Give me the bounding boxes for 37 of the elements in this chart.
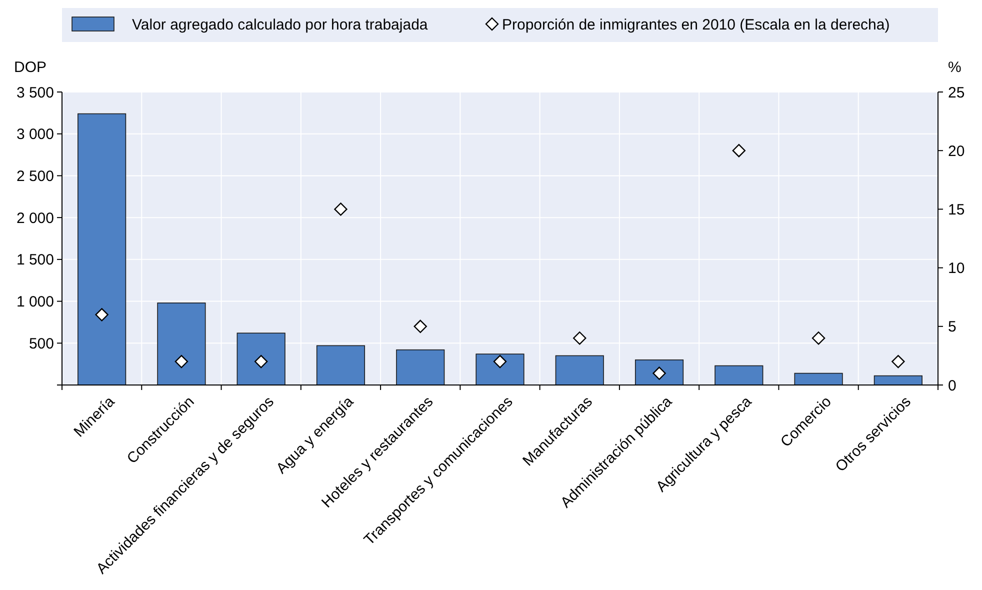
y-tick-label: 500 xyxy=(28,335,54,352)
bar xyxy=(236,332,286,386)
y2-tick-label: 5 xyxy=(948,318,956,336)
bar xyxy=(555,355,604,386)
point xyxy=(95,308,108,322)
y2-axis-title: % xyxy=(948,59,962,76)
y-tick-label: 2 500 xyxy=(16,168,54,185)
y-tick-label: 3 000 xyxy=(16,126,54,144)
y-tick-label: 2 000 xyxy=(16,210,54,227)
point xyxy=(493,354,507,368)
bar xyxy=(794,372,843,386)
legend-label: Proporción de inmigrantes en 2010 (Escala en la derecha) xyxy=(502,16,890,34)
bar xyxy=(874,375,922,386)
point xyxy=(414,320,427,333)
y-tick-label: 1 500 xyxy=(16,252,54,269)
y-tick-label: 1 000 xyxy=(16,294,54,311)
point xyxy=(892,354,905,368)
y2-tick-label: 0 xyxy=(948,377,956,394)
point xyxy=(573,332,586,345)
point xyxy=(334,202,348,216)
legend-label: Valor agregado calculado por hora trabajada xyxy=(132,16,428,34)
bar xyxy=(396,349,445,386)
bar xyxy=(714,365,764,386)
y2-tick-label: 20 xyxy=(948,142,965,160)
bar xyxy=(634,359,684,386)
point xyxy=(174,354,188,368)
y2-tick-label: 10 xyxy=(948,260,965,278)
point xyxy=(812,332,826,345)
y2-tick-label: 15 xyxy=(948,201,965,218)
y-axis-title: DOP xyxy=(14,59,47,76)
y-tick-label: 3 500 xyxy=(16,84,54,102)
bar xyxy=(157,302,206,386)
bar xyxy=(78,113,126,386)
bar xyxy=(476,354,524,386)
point xyxy=(732,144,746,158)
y2-tick-label: 25 xyxy=(948,84,965,102)
bar xyxy=(316,345,366,386)
